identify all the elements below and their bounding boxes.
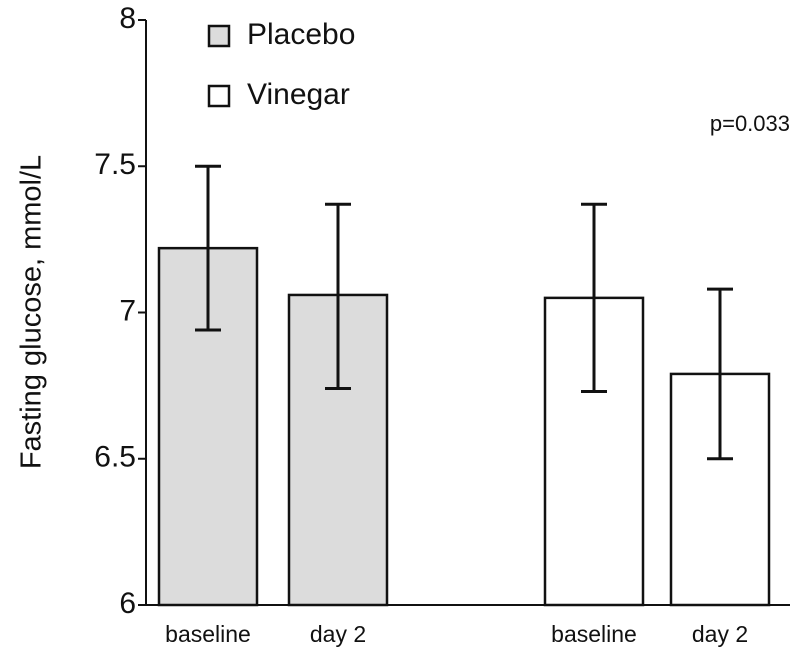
x-tick-label-placebo-baseline: baseline [165, 621, 251, 647]
error-bar-placebo-baseline [195, 164, 221, 332]
legend-label-vinegar: Vinegar [247, 78, 350, 111]
p-value-annotation: p=0.033 [710, 111, 790, 136]
category-labels: baseline day 2 baseline day 2 [165, 621, 748, 647]
legend-label-placebo: Placebo [247, 18, 355, 51]
y-tick-label: 6 [119, 587, 136, 620]
x-tick-label-placebo-day-2: day 2 [310, 621, 366, 647]
y-tick-label: 7 [119, 294, 136, 327]
legend: Placebo Vinegar [207, 18, 355, 111]
x-tick-label-vinegar-baseline: baseline [551, 621, 637, 647]
y-tick-label: 7.5 [94, 148, 136, 181]
legend-swatch-placebo [207, 24, 231, 48]
y-tick-label: 8 [119, 2, 136, 35]
bars [157, 246, 771, 607]
y-axis-label: Fasting glucose, mmol/L [16, 155, 48, 469]
x-tick-label-vinegar-day-2: day 2 [692, 621, 748, 647]
error-bar-placebo-day-2 [325, 202, 351, 391]
error-bar-vinegar-baseline [581, 202, 607, 393]
y-tick-label: 6.5 [94, 441, 136, 474]
error-bar-vinegar-day-2 [707, 287, 733, 461]
legend-swatch-vinegar [207, 84, 231, 108]
error-bars [195, 164, 733, 461]
